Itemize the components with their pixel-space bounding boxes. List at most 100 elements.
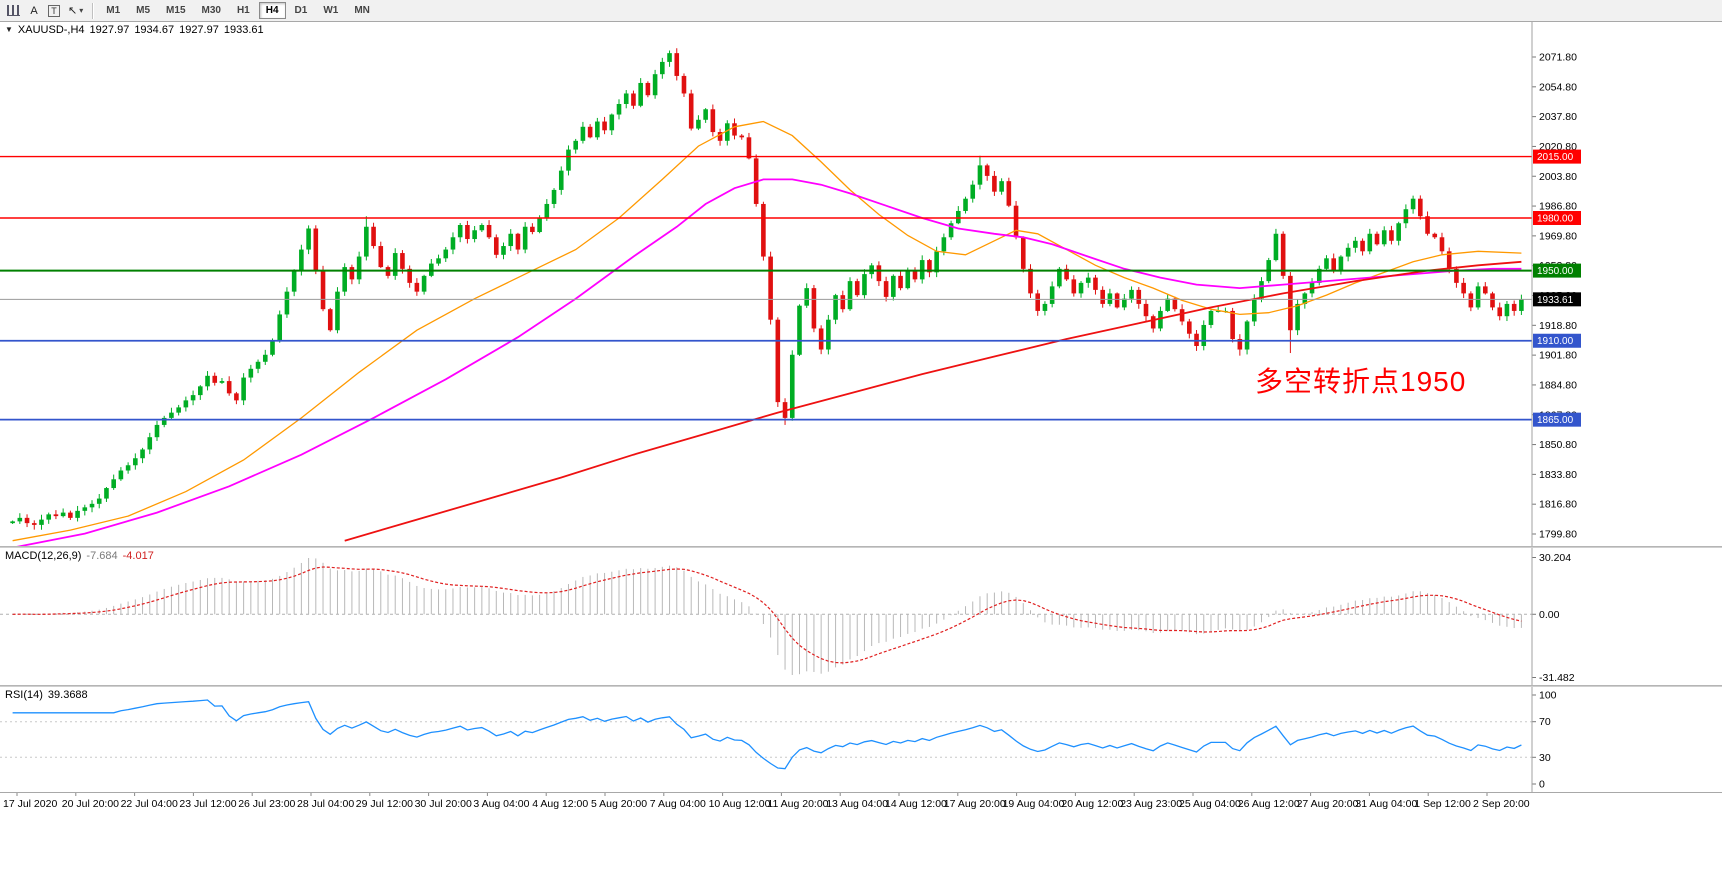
ma-slow: [344, 260, 1522, 542]
svg-text:1 Sep 12:00: 1 Sep 12:00: [1414, 798, 1471, 810]
svg-text:30: 30: [1539, 752, 1551, 764]
svg-text:1950.00: 1950.00: [1537, 266, 1574, 277]
price-badges: 2015.00 1980.00 1950.00 1910.00 1865.00 1933.…: [1533, 149, 1581, 427]
letter-a-icon: A: [30, 4, 38, 17]
cursor-tool-button[interactable]: A: [24, 2, 44, 20]
svg-text:2071.80: 2071.80: [1539, 52, 1577, 64]
low-value: 1927.97: [179, 24, 219, 36]
rsi-line: [12, 699, 1522, 770]
level-lines: [0, 155, 1532, 421]
panel-separator[interactable]: [0, 685, 1722, 687]
timeframe-m15[interactable]: M15: [166, 5, 186, 16]
svg-text:1918.80: 1918.80: [1539, 320, 1577, 332]
timeframe-h1[interactable]: H1: [236, 5, 250, 16]
svg-text:2 Sep 20:00: 2 Sep 20:00: [1473, 798, 1530, 810]
collapse-caret-icon[interactable]: ▼: [5, 25, 13, 34]
time-axis-labels: 17 Jul 2020 20 Jul 20:00 22 Jul 04:00 23 Ju…: [3, 793, 1530, 810]
toolbar: A T ↖ ▾ M1 M5 M15 M30 H1 H4 D1 W1 MN: [0, 0, 1722, 22]
svg-text:2003.80: 2003.80: [1539, 171, 1577, 183]
svg-text:3 Aug 04:00: 3 Aug 04:00: [473, 798, 529, 810]
svg-text:23 Jul 12:00: 23 Jul 12:00: [179, 798, 236, 810]
svg-text:5 Aug 20:00: 5 Aug 20:00: [591, 798, 647, 810]
svg-text:2015.00: 2015.00: [1537, 152, 1574, 163]
macd-canvas[interactable]: 30.204 0.00 -31.482: [0, 548, 1722, 685]
arrow-icon: ↖: [68, 5, 78, 17]
timeframe-h4[interactable]: H4: [258, 2, 286, 19]
svg-text:1816.80: 1816.80: [1539, 499, 1577, 511]
timeframe-d1[interactable]: D1: [294, 5, 308, 16]
svg-text:29 Jul 12:00: 29 Jul 12:00: [356, 798, 413, 810]
rsi-axis: 100 70 30 0: [1532, 690, 1557, 791]
svg-text:20 Jul 20:00: 20 Jul 20:00: [62, 798, 119, 810]
svg-text:70: 70: [1539, 716, 1551, 728]
timeframe-m5[interactable]: M5: [136, 5, 151, 16]
svg-text:22 Jul 04:00: 22 Jul 04:00: [121, 798, 178, 810]
svg-text:-31.482: -31.482: [1539, 672, 1575, 684]
ma-mid: [16, 178, 1522, 546]
text-tool-button[interactable]: T: [44, 2, 64, 20]
svg-text:0: 0: [1539, 779, 1545, 791]
rsi-header: RSI(14) 39.3688: [5, 689, 88, 701]
svg-text:27 Aug 20:00: 27 Aug 20:00: [1297, 798, 1359, 810]
svg-text:14 Aug 12:00: 14 Aug 12:00: [885, 798, 947, 810]
rsi-value: 39.3688: [47, 689, 88, 701]
svg-text:30 Jul 20:00: 30 Jul 20:00: [415, 798, 472, 810]
svg-text:1910.00: 1910.00: [1537, 336, 1574, 347]
bar-chart-icon-button[interactable]: [3, 2, 24, 20]
svg-text:23 Aug 23:00: 23 Aug 23:00: [1120, 798, 1182, 810]
svg-text:2037.80: 2037.80: [1539, 111, 1577, 123]
open-value: 1927.97: [89, 24, 130, 36]
svg-text:20 Aug 12:00: 20 Aug 12:00: [1061, 798, 1123, 810]
timeframe-m1[interactable]: M1: [106, 5, 121, 16]
main-chart-canvas[interactable]: 2071.802054.802037.802020.802003.801986.…: [0, 22, 1722, 546]
svg-text:1850.80: 1850.80: [1539, 439, 1577, 451]
macd-axis: 30.204 0.00 -31.482: [1532, 552, 1575, 684]
svg-text:25 Aug 04:00: 25 Aug 04:00: [1179, 798, 1241, 810]
close-value: 1933.61: [223, 24, 264, 36]
high-value: 1934.67: [134, 24, 175, 36]
chart-header: ▼ XAUUSD-,H4 1927.97 1934.67 1927.97 193…: [5, 24, 264, 36]
chevron-down-icon: ▾: [79, 6, 84, 15]
svg-text:19 Aug 04:00: 19 Aug 04:00: [1003, 798, 1065, 810]
shapes-tool-button[interactable]: ↖ ▾: [64, 2, 87, 20]
svg-text:28 Jul 04:00: 28 Jul 04:00: [297, 798, 354, 810]
rsi-level-lines: [0, 721, 1532, 758]
panel-separator[interactable]: [0, 546, 1722, 548]
svg-text:1933.61: 1933.61: [1537, 295, 1574, 306]
time-axis[interactable]: 17 Jul 2020 20 Jul 20:00 22 Jul 04:00 23 Ju…: [0, 793, 1722, 814]
timeframe-bar: M1 M5 M15 M30 H1 H4 D1 W1 MN: [98, 2, 378, 19]
macd-panel: MACD(12,26,9) -7.684 -4.017 30.204 0.00 -3…: [0, 548, 1722, 685]
svg-text:31 Aug 04:00: 31 Aug 04:00: [1355, 798, 1417, 810]
annotation-text[interactable]: 多空转折点1950: [1255, 366, 1467, 397]
svg-text:30.204: 30.204: [1539, 552, 1571, 564]
svg-text:100: 100: [1539, 690, 1557, 702]
timeframe-mn[interactable]: MN: [354, 5, 370, 16]
svg-text:26 Aug 12:00: 26 Aug 12:00: [1238, 798, 1300, 810]
svg-text:1833.80: 1833.80: [1539, 469, 1577, 481]
svg-text:7 Aug 04:00: 7 Aug 04:00: [650, 798, 706, 810]
macd-signal-value: -4.017: [122, 550, 154, 562]
svg-text:17 Jul 2020: 17 Jul 2020: [3, 798, 57, 810]
svg-text:13 Aug 04:00: 13 Aug 04:00: [826, 798, 888, 810]
svg-text:4 Aug 12:00: 4 Aug 12:00: [532, 798, 588, 810]
moving-average-lines: [12, 120, 1522, 546]
svg-text:1884.80: 1884.80: [1539, 379, 1577, 391]
text-frame-icon: T: [48, 4, 60, 17]
svg-text:1901.80: 1901.80: [1539, 350, 1577, 362]
svg-text:17 Aug 20:00: 17 Aug 20:00: [944, 798, 1006, 810]
timeframe-w1[interactable]: W1: [323, 5, 339, 16]
svg-text:10 Aug 12:00: 10 Aug 12:00: [709, 798, 771, 810]
toolbar-separator: [92, 2, 94, 19]
svg-text:1865.00: 1865.00: [1537, 415, 1574, 426]
rsi-panel: RSI(14) 39.3688 100 70 30 0: [0, 687, 1722, 792]
macd-header: MACD(12,26,9) -7.684 -4.017: [5, 550, 154, 562]
rsi-canvas[interactable]: 100 70 30 0: [0, 687, 1722, 792]
svg-text:11 Aug 20:00: 11 Aug 20:00: [767, 798, 828, 810]
macd-main-value: -7.684: [86, 550, 118, 562]
svg-text:2054.80: 2054.80: [1539, 81, 1577, 93]
timeframe-m30[interactable]: M30: [201, 5, 221, 16]
time-axis-panel: 17 Jul 2020 20 Jul 20:00 22 Jul 04:00 23 Ju…: [0, 793, 1722, 814]
svg-text:26 Jul 23:00: 26 Jul 23:00: [238, 798, 295, 810]
main-chart-panel: ▼ XAUUSD-,H4 1927.97 1934.67 1927.97 193…: [0, 22, 1722, 546]
